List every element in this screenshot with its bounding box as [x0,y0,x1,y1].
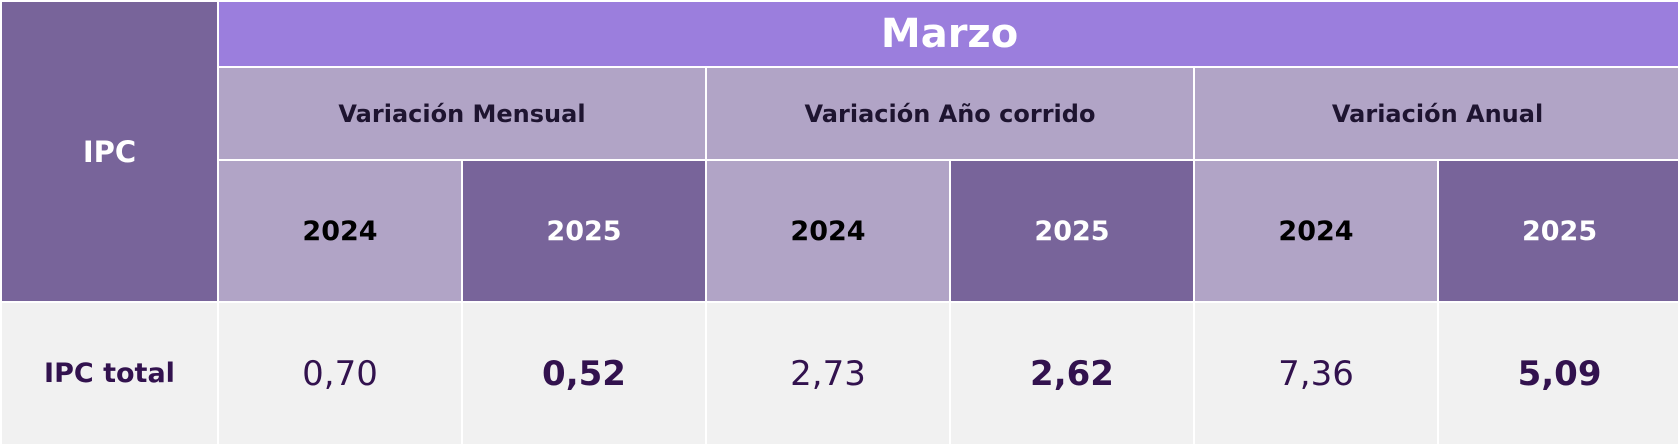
year-header: 2024 [217,158,463,304]
year-header: 2024 [705,158,951,304]
year-header-row: 2024 2025 2024 2025 2024 2025 [1,158,1678,304]
year-header: 2025 [949,158,1195,304]
month-header-row: IPC Marzo [0,0,1678,304]
value-cell: 2,62 [949,301,1195,446]
month-header: Marzo [216,0,1678,69]
value-cell: 7,36 [1193,301,1439,446]
row-label: IPC total [0,301,219,446]
value-cell: 0,52 [461,301,707,446]
table-row: IPC total 0,70 0,52 2,73 2,62 7,36 5,09 [0,301,1678,446]
group-header-monthly: Variación Mensual [217,66,707,161]
year-header: 2025 [1436,158,1678,304]
value-cell: 2,73 [705,301,951,446]
group-header-annual: Variación Anual [1192,66,1678,161]
ipc-corner-header: IPC [0,0,219,304]
year-header: 2025 [461,158,707,304]
year-header: 2024 [1193,158,1439,304]
value-cell: 0,70 [217,301,463,446]
group-header-year-to-date: Variación Año corrido [705,66,1195,161]
value-cell: 5,09 [1436,301,1678,446]
group-header-row: Variación Mensual Variación Año corrido … [1,66,1678,161]
